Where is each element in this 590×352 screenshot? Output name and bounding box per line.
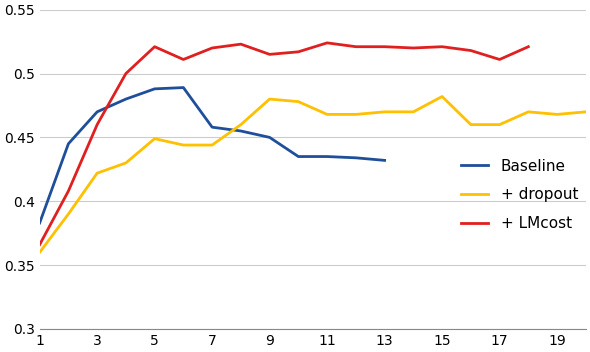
+ dropout — [553, 112, 560, 117]
+ LMcost — [323, 41, 330, 45]
+ dropout — [237, 122, 244, 127]
+ dropout — [410, 110, 417, 114]
+ dropout — [582, 110, 589, 114]
Line: + dropout: + dropout — [40, 96, 586, 252]
Line: + LMcost: + LMcost — [40, 43, 528, 245]
+ dropout — [180, 143, 187, 147]
Baseline — [180, 86, 187, 90]
+ dropout — [295, 100, 302, 104]
+ dropout — [438, 94, 445, 99]
+ LMcost — [122, 71, 129, 76]
Baseline — [323, 155, 330, 159]
Line: Baseline: Baseline — [40, 88, 385, 223]
+ dropout — [496, 122, 503, 127]
+ dropout — [352, 112, 359, 117]
+ dropout — [65, 212, 72, 216]
+ LMcost — [65, 189, 72, 193]
+ LMcost — [94, 122, 101, 127]
+ LMcost — [151, 45, 158, 49]
+ dropout — [525, 110, 532, 114]
Baseline — [352, 156, 359, 160]
+ dropout — [323, 112, 330, 117]
Baseline — [266, 135, 273, 139]
+ dropout — [266, 97, 273, 101]
Baseline — [151, 87, 158, 91]
+ LMcost — [410, 46, 417, 50]
+ LMcost — [525, 45, 532, 49]
+ dropout — [36, 250, 43, 254]
+ LMcost — [295, 50, 302, 54]
+ dropout — [381, 110, 388, 114]
+ dropout — [209, 143, 216, 147]
Baseline — [295, 155, 302, 159]
+ LMcost — [180, 57, 187, 62]
+ dropout — [467, 122, 474, 127]
+ dropout — [122, 161, 129, 165]
+ LMcost — [381, 45, 388, 49]
Baseline — [122, 97, 129, 101]
+ LMcost — [467, 49, 474, 53]
+ LMcost — [496, 57, 503, 62]
Baseline — [65, 142, 72, 146]
+ dropout — [94, 171, 101, 175]
Baseline — [209, 125, 216, 129]
Baseline — [237, 129, 244, 133]
+ LMcost — [438, 45, 445, 49]
Baseline — [381, 158, 388, 163]
Baseline — [94, 110, 101, 114]
Baseline — [36, 221, 43, 225]
+ LMcost — [237, 42, 244, 46]
+ LMcost — [266, 52, 273, 56]
Legend: Baseline, + dropout, + LMcost: Baseline, + dropout, + LMcost — [461, 159, 578, 231]
+ LMcost — [36, 243, 43, 247]
+ LMcost — [352, 45, 359, 49]
+ dropout — [151, 137, 158, 141]
+ LMcost — [209, 46, 216, 50]
